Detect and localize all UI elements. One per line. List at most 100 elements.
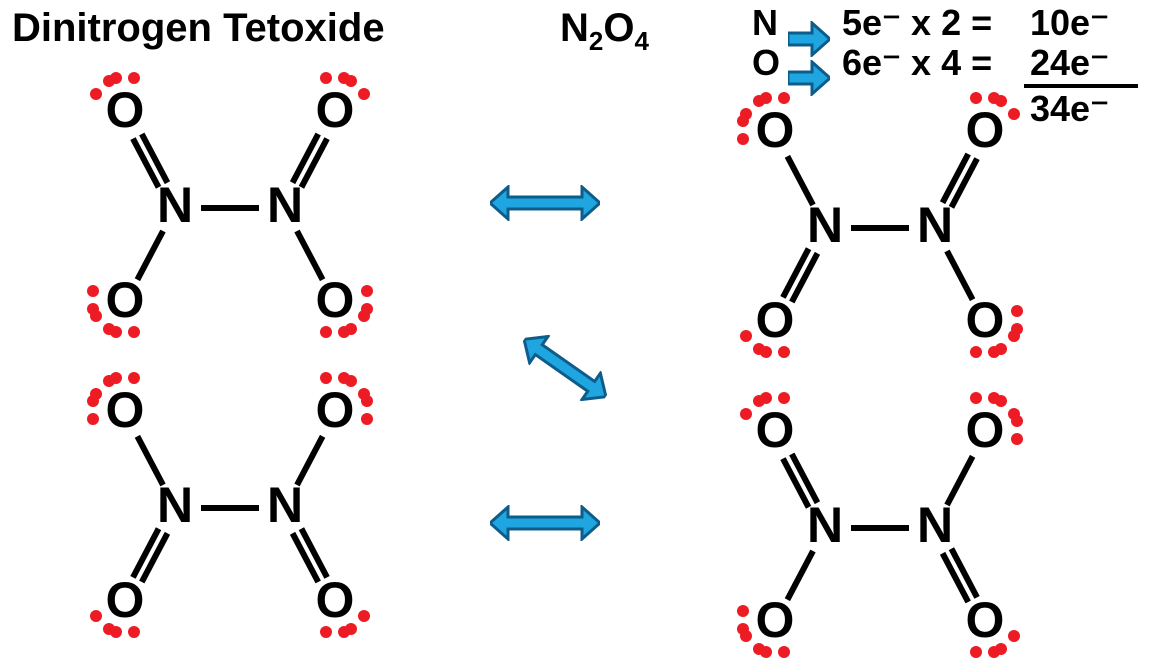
lone-pair-dot [128, 372, 140, 384]
formula-O: O [603, 6, 634, 50]
double-bond [780, 247, 811, 299]
lone-pair-dot [320, 372, 332, 384]
lone-pair-dot [1008, 108, 1020, 120]
lone-pair-dot [970, 646, 982, 658]
lone-pair-dot [1011, 433, 1023, 445]
lone-pair-dot [988, 92, 1000, 104]
oxygen-atom: O [100, 85, 150, 135]
lone-pair-dot [737, 605, 749, 617]
calc-n-result: 10e⁻ [1030, 2, 1109, 44]
single-bond [851, 225, 909, 231]
lone-pair-dot [778, 392, 790, 404]
single-bond [294, 435, 325, 487]
single-bond [201, 505, 259, 511]
lone-pair-dot [358, 88, 370, 100]
lone-pair-dot [970, 92, 982, 104]
lone-pair-dot [87, 395, 99, 407]
calc-o-rest: 6e⁻ x 4 = [842, 42, 992, 84]
single-bond [851, 525, 909, 531]
oxygen-atom: O [100, 275, 150, 325]
double-bond [940, 552, 971, 604]
lone-pair-dot [988, 346, 1000, 358]
lone-pair-dot [110, 72, 122, 84]
single-bond [134, 230, 165, 282]
molecular-formula: N2O4 [560, 6, 649, 57]
lone-pair-dot [128, 626, 140, 638]
oxygen-atom: O [310, 385, 360, 435]
single-bond [784, 550, 815, 602]
oxygen-atom: O [310, 275, 360, 325]
lone-pair-dot [110, 626, 122, 638]
formula-N: N [560, 6, 589, 50]
lone-pair-dot [361, 413, 373, 425]
lone-pair-dot [361, 303, 373, 315]
double-bond [139, 132, 170, 184]
single-bond [944, 455, 975, 507]
lone-pair-dot [361, 285, 373, 297]
oxygen-atom: O [100, 385, 150, 435]
resonance-arrow-icon [490, 185, 600, 221]
lone-pair-dot [358, 610, 370, 622]
diagram-stage: Dinitrogen Tetoxide N2O4 N 5e⁻ x 2 = 10e… [0, 0, 1154, 660]
oxygen-atom: O [750, 405, 800, 455]
oxygen-atom: O [750, 105, 800, 155]
lone-pair-dot [320, 72, 332, 84]
calc-n-rest: 5e⁻ x 2 = [842, 2, 992, 44]
lone-pair-dot [87, 303, 99, 315]
oxygen-atom: O [960, 295, 1010, 345]
double-bond [290, 532, 321, 584]
calc-row-nitrogen: N [752, 2, 778, 44]
formula-sub-4: 4 [634, 26, 648, 56]
lone-pair-dot [338, 72, 350, 84]
lone-pair-dot [320, 326, 332, 338]
single-bond [294, 230, 325, 282]
single-bond [944, 250, 975, 302]
double-bond [789, 452, 820, 504]
lone-pair-dot [90, 88, 102, 100]
arrow-small-icon [788, 21, 830, 57]
lone-pair-dot [87, 413, 99, 425]
nitrogen-atom: N [260, 480, 310, 530]
calc-elem-N: N [752, 2, 778, 43]
lone-pair-dot [737, 133, 749, 145]
lone-pair-dot [110, 372, 122, 384]
lone-pair-dot [740, 408, 752, 420]
lewis-structure-d: OONNOO [680, 390, 1080, 650]
lone-pair-dot [760, 346, 772, 358]
oxygen-atom: O [750, 595, 800, 645]
lone-pair-dot [361, 395, 373, 407]
lone-pair-dot [128, 326, 140, 338]
calc-o-result: 24e⁻ [1030, 42, 1109, 84]
lewis-structure-c: OONNOO [30, 370, 430, 630]
calc-row-oxygen: O [752, 42, 780, 84]
lone-pair-dot [778, 346, 790, 358]
single-bond [784, 155, 815, 207]
lone-pair-dot [778, 92, 790, 104]
lone-pair-dot [760, 392, 772, 404]
lone-pair-dot [87, 285, 99, 297]
lone-pair-dot [970, 346, 982, 358]
lone-pair-dot [338, 626, 350, 638]
lone-pair-dot [737, 623, 749, 635]
oxygen-atom: O [960, 405, 1010, 455]
lone-pair-dot [1008, 630, 1020, 642]
compound-title: Dinitrogen Tetoxide [12, 6, 385, 51]
lewis-structure-a: OONNOO [30, 70, 430, 330]
lone-pair-dot [988, 646, 1000, 658]
lone-pair-dot [320, 626, 332, 638]
resonance-arrow-icon [514, 325, 617, 412]
lone-pair-dot [778, 646, 790, 658]
lone-pair-dot [338, 326, 350, 338]
oxygen-atom: O [960, 105, 1010, 155]
lone-pair-dot [128, 72, 140, 84]
double-bond [130, 527, 161, 579]
lewis-structure-b: OONNOO [680, 90, 1080, 350]
lone-pair-dot [760, 646, 772, 658]
lone-pair-dot [1011, 323, 1023, 335]
lone-pair-dot [110, 326, 122, 338]
oxygen-atom: O [310, 85, 360, 135]
lone-pair-dot [737, 115, 749, 127]
double-bond [949, 157, 980, 209]
resonance-arrow-icon [490, 505, 600, 541]
nitrogen-atom: N [150, 480, 200, 530]
